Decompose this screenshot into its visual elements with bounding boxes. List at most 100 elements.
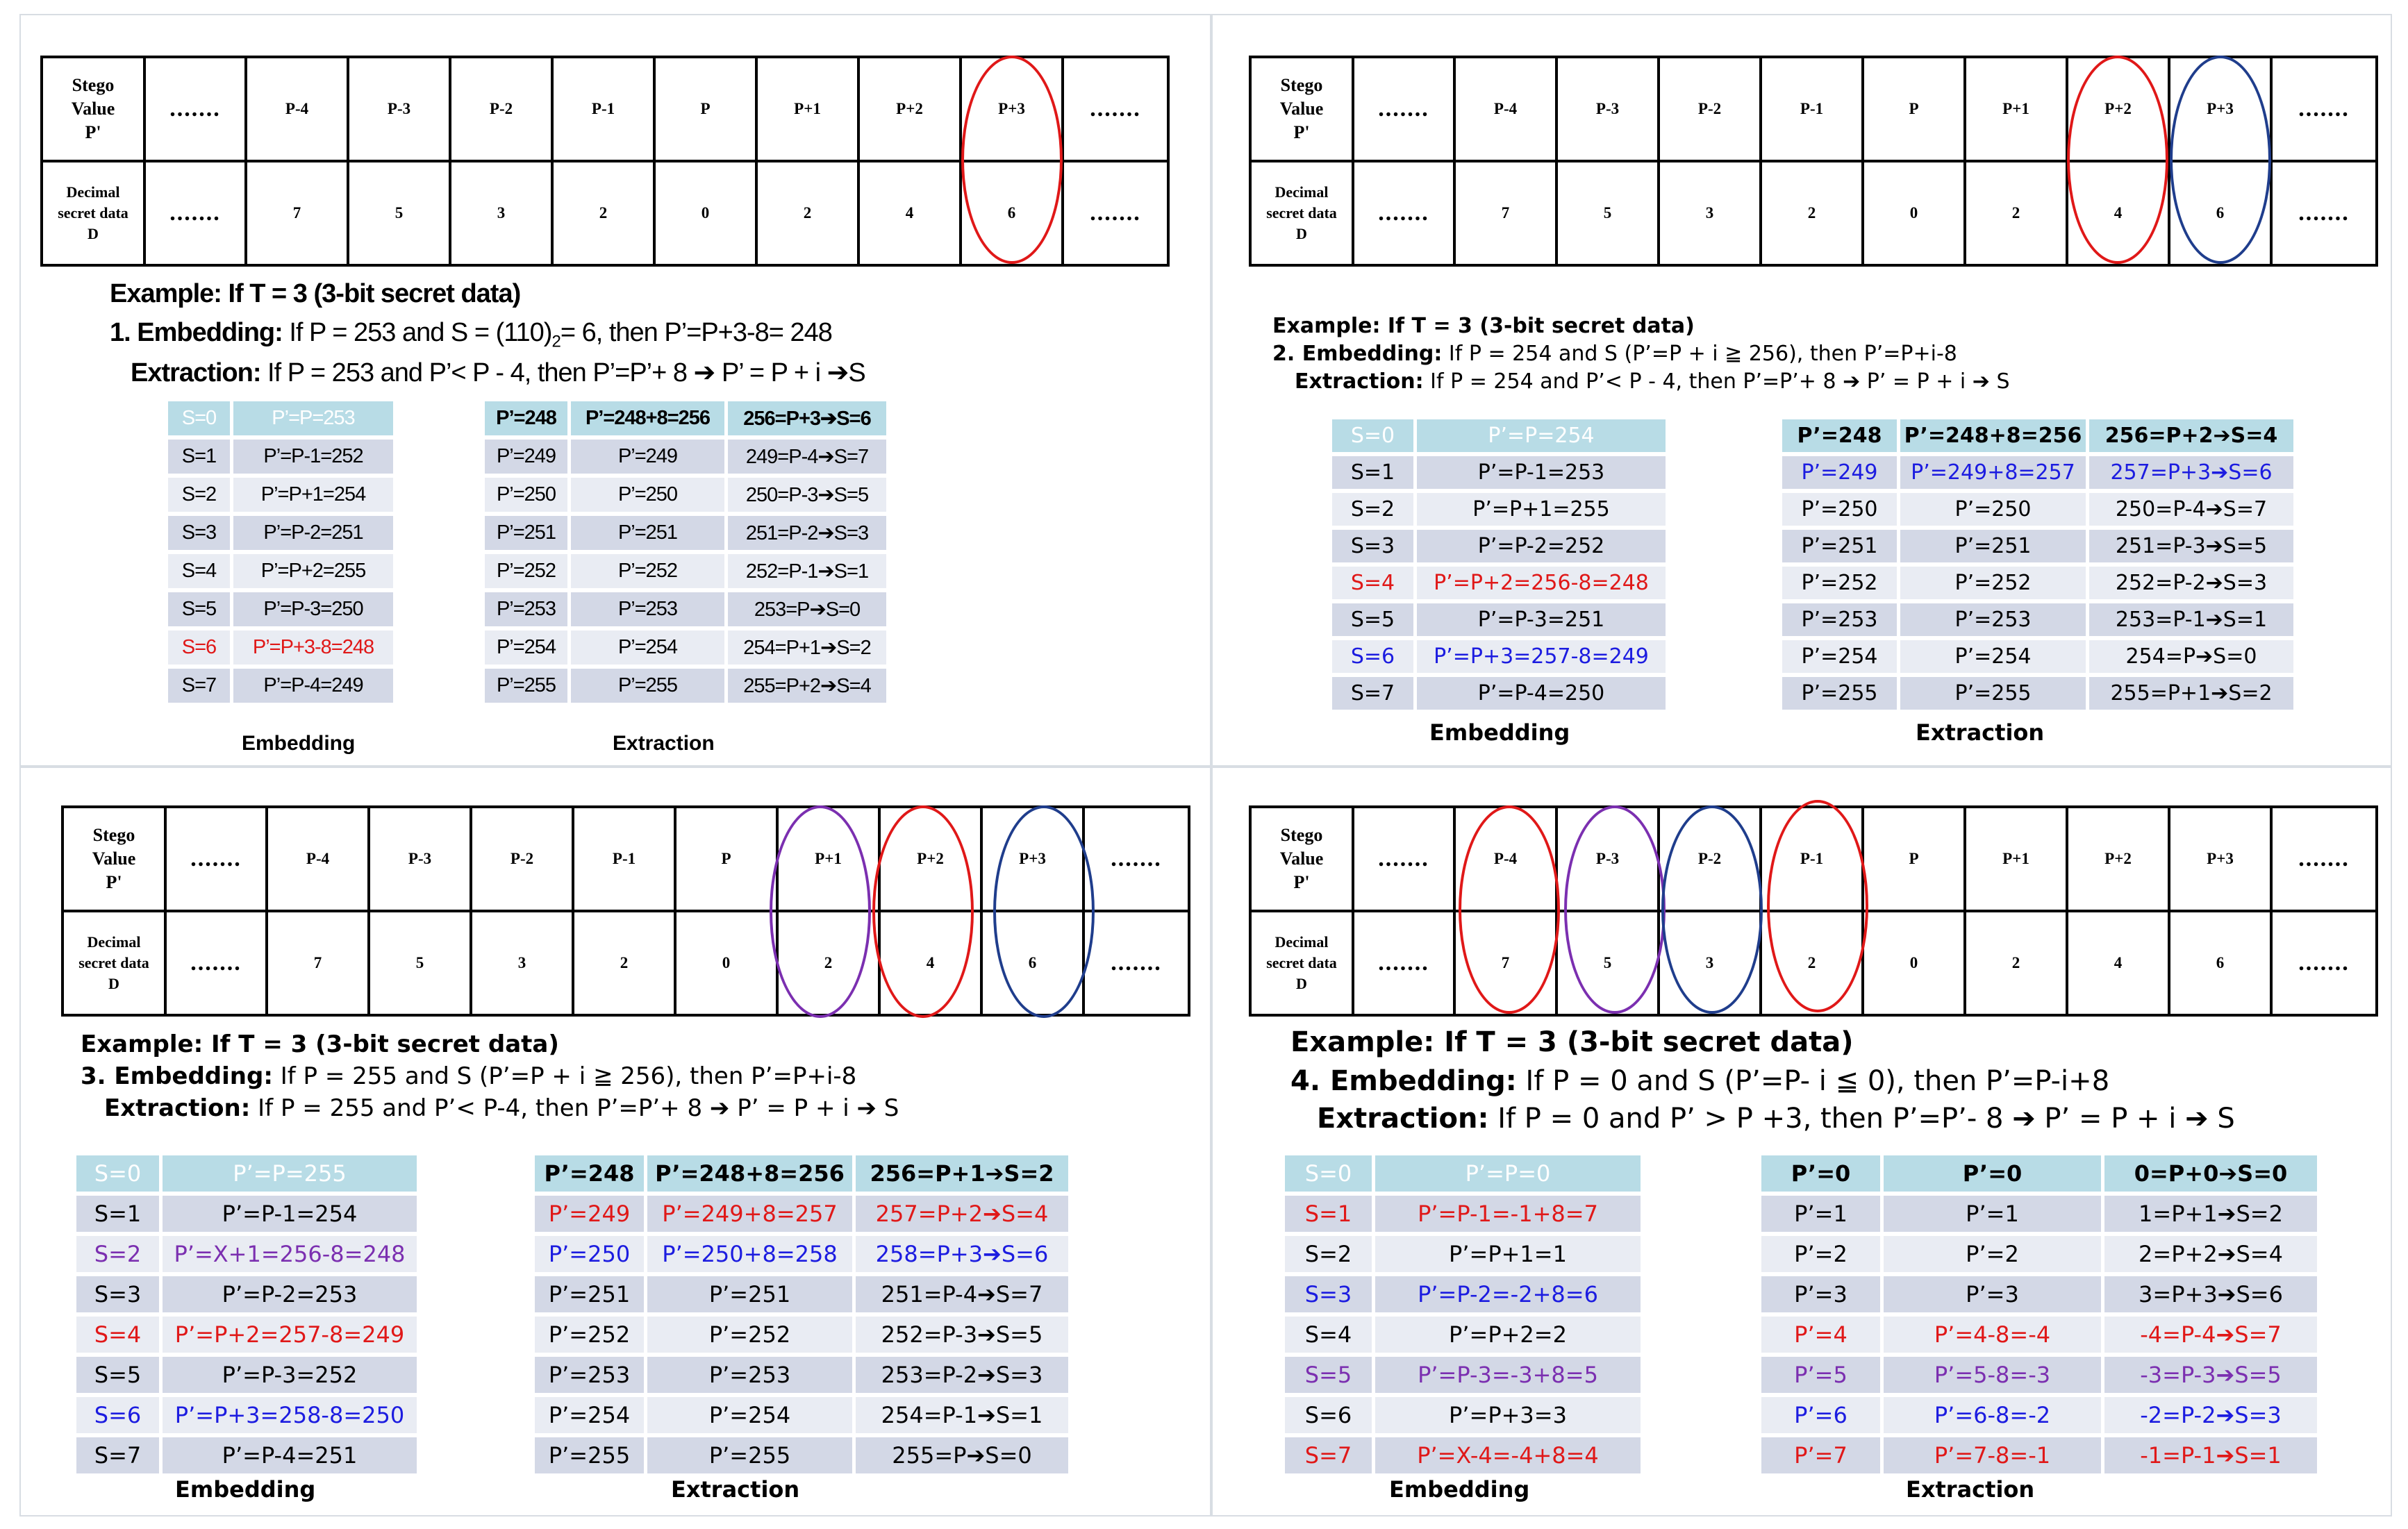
table-cell: P’=251 [1782, 530, 1900, 562]
decimal-cell: 7 [1453, 160, 1558, 267]
table-cell: S=0 [76, 1155, 163, 1192]
table-row: P’=1 P’=1 1=P+1➔S=2 [1761, 1196, 2317, 1232]
extraction-table: P’=248 P’=248+8=256 256=P+2➔S=4 P’=249 P’=24… [1782, 415, 2293, 714]
table-cell: P’=P-2=252 [1417, 530, 1666, 562]
table-cell: P’=254 [571, 630, 728, 665]
table-cell: S=2 [1285, 1236, 1375, 1272]
table-cell: P’=251 [485, 516, 571, 550]
table-cell: P’=249 [535, 1196, 647, 1232]
table-cell: P’=252 [647, 1317, 856, 1353]
table-cell: P’=248+8=256 [1900, 419, 2089, 452]
decimal-cell: 0 [1861, 160, 1966, 267]
table-cell: 258=P+3➔S=6 [856, 1236, 1068, 1272]
table-cell: P’=6-8=-2 [1884, 1397, 2104, 1433]
table-row: P’=253 P’=253 253=P-2➔S=3 [535, 1357, 1068, 1393]
table-cell: P’=P+3=257-8=249 [1417, 640, 1666, 673]
table-row: P’=251 P’=251 251=P-2➔S=3 [485, 516, 886, 550]
table-cell: P’=P-2=-2+8=6 [1375, 1276, 1641, 1312]
stego-strip-1: Stego Value P' ....... P-4 P-3 P-2 P-1 P P… [40, 56, 1170, 267]
table-cell: P’=5 [1761, 1357, 1884, 1393]
extraction-rule: Extraction: If P = 0 and P’ > P +3, then… [1317, 1103, 2235, 1135]
table-cell: 256=P+3➔S=6 [728, 401, 886, 435]
table-cell: S=3 [76, 1276, 163, 1312]
table-cell: 254=P-1➔S=1 [856, 1397, 1068, 1433]
extraction-rule: Extraction: If P = 255 and P’< P-4, then… [104, 1094, 899, 1122]
table-cell: P’=P-4=250 [1417, 677, 1666, 710]
table-cell: P’=250+8=258 [647, 1236, 856, 1272]
table-row: S=7 P’=X-4=-4+8=4 [1285, 1437, 1641, 1473]
pixel-cell: P+1 [755, 56, 860, 162]
example-title: Example: If T = 3 (3-bit secret data) [1290, 1026, 1854, 1058]
decimal-cell: 3 [1657, 910, 1762, 1017]
table-cell: P’=248 [535, 1155, 647, 1192]
table-cell: P’=255 [647, 1437, 856, 1473]
table-row: S=7 P’=P-4=250 [1332, 677, 1666, 710]
table-cell: 0=P+0➔S=0 [2104, 1155, 2317, 1192]
table-row: P’=250 P’=250+8=258 258=P+3➔S=6 [535, 1236, 1068, 1272]
extraction-caption: Extraction [671, 1476, 800, 1503]
embedding-caption: Embedding [175, 1476, 316, 1503]
table-row: S=7 P’=P-4=249 [168, 669, 393, 703]
table-row: S=3 P’=P-2=252 [1332, 530, 1666, 562]
pixel-cell: P-3 [1555, 56, 1660, 162]
table-cell: 257=P+3➔S=6 [2089, 456, 2293, 489]
pixel-cell: P-4 [265, 805, 370, 912]
decimal-cell: 5 [1555, 910, 1660, 1017]
table-row: P’=7 P’=7-8=-1 -1=P-1➔S=1 [1761, 1437, 2317, 1473]
table-cell: S=1 [76, 1196, 163, 1232]
table-cell: P’=P+2=2 [1375, 1317, 1641, 1353]
table-cell: S=7 [1285, 1437, 1375, 1473]
table-cell: S=3 [168, 516, 233, 550]
table-header-row: P’=248 P’=248+8=256 256=P+3➔S=6 [485, 401, 886, 435]
table-cell: P’=P-1=254 [163, 1196, 417, 1232]
decimal-secret-label: Decimal secret data D [1249, 160, 1354, 267]
table-row: S=2 P’=P+1=254 [168, 478, 393, 512]
decimal-cell: 2 [1963, 160, 2068, 267]
decimal-cell: 3 [1657, 160, 1762, 267]
table-row: P’=2 P’=2 2=P+2➔S=4 [1761, 1236, 2317, 1272]
table-cell: P’=5-8=-3 [1884, 1357, 2104, 1393]
ellipsis: ....... [1061, 56, 1170, 162]
table-cell: S=6 [168, 630, 233, 665]
table-cell: 253=P-1➔S=1 [2089, 603, 2293, 636]
ellipsis: ....... [1352, 910, 1456, 1017]
decimal-cell: 6 [980, 910, 1085, 1017]
pixel-cell: P [653, 56, 758, 162]
table-cell: P’=248+8=256 [647, 1155, 856, 1192]
table-cell: S=3 [1332, 530, 1417, 562]
embedding-table: S=0 P’=P=255 S=1 P’=P-1=254 S=2 P’=X+1=256-8=… [76, 1151, 417, 1478]
table-cell: S=1 [1285, 1196, 1375, 1232]
table-cell: -3=P-3➔S=5 [2104, 1357, 2317, 1393]
table-row: S=3 P’=P-2=-2+8=6 [1285, 1276, 1641, 1312]
table-cell: P’=1 [1884, 1196, 2104, 1232]
pixel-cell: P-1 [551, 56, 656, 162]
table-cell: 256=P+2➔S=4 [2089, 419, 2293, 452]
table-cell: P’=252 [1900, 567, 2089, 599]
table-cell: P’=253 [647, 1357, 856, 1393]
decimal-cell: 6 [959, 160, 1064, 267]
table-cell: 252=P-3➔S=5 [856, 1317, 1068, 1353]
table-cell: 254=P➔S=0 [2089, 640, 2293, 673]
ellipsis: ....... [2270, 910, 2378, 1017]
decimal-cell: 5 [1555, 160, 1660, 267]
pixel-cell: P+2 [878, 805, 983, 912]
decimal-cell: 2 [776, 910, 881, 1017]
table-cell: -2=P-2➔S=3 [2104, 1397, 2317, 1433]
table-cell: P’=P-2=253 [163, 1276, 417, 1312]
pixel-cell: P-3 [1555, 805, 1660, 912]
table-cell: P’=2 [1761, 1236, 1884, 1272]
table-row: P’=253 P’=253 253=P-1➔S=1 [1782, 603, 2293, 636]
table-cell: S=0 [1285, 1155, 1375, 1192]
table-cell: P’=P-1=252 [233, 440, 393, 474]
decimal-cell: 5 [347, 160, 451, 267]
table-cell: P’=254 [1900, 640, 2089, 673]
decimal-cell: 5 [367, 910, 472, 1017]
table-cell: S=5 [1332, 603, 1417, 636]
pixel-cell: P-3 [347, 56, 451, 162]
table-row: S=1 P’=P-1=-1+8=7 [1285, 1196, 1641, 1232]
table-cell: P’=1 [1761, 1196, 1884, 1232]
table-cell: 3=P+3➔S=6 [2104, 1276, 2317, 1312]
ellipsis: ....... [164, 910, 268, 1017]
table-cell: S=5 [1285, 1357, 1375, 1393]
table-cell: P’=P-4=249 [233, 669, 393, 703]
